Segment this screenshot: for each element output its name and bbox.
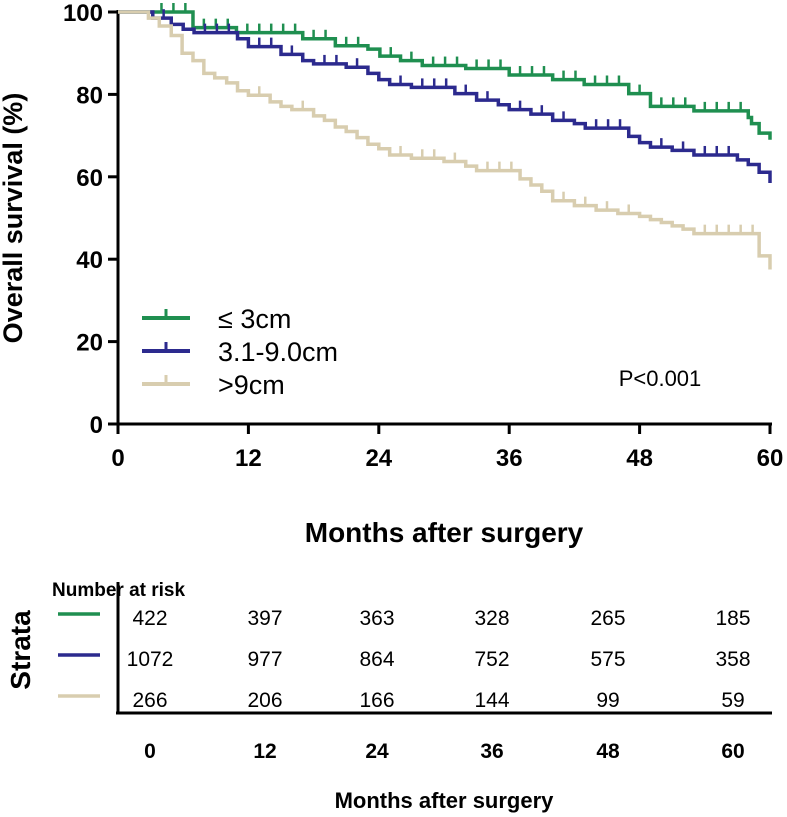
risk-count: 185 <box>715 607 750 630</box>
legend-label: 3.1-9.0cm <box>218 337 338 367</box>
legend-label: ≤ 3cm <box>218 304 291 334</box>
risk-count: 1072 <box>127 648 174 671</box>
x-tick-label: 60 <box>757 445 784 472</box>
x-tick-label: 36 <box>496 445 523 472</box>
risk-count: 358 <box>715 648 750 671</box>
x-tick-label: 12 <box>235 445 262 472</box>
risk-table-xlabel: Months after surgery <box>335 788 555 813</box>
p-value: P<0.001 <box>619 366 702 391</box>
risk-count: 752 <box>474 648 509 671</box>
risk-time-label: 12 <box>253 740 276 763</box>
survival-curve-1 <box>118 10 772 183</box>
x-tick-label: 0 <box>111 445 124 472</box>
risk-time-label: 60 <box>721 740 744 763</box>
risk-count: 575 <box>590 648 625 671</box>
risk-count: 397 <box>247 607 282 630</box>
x-tick-label: 48 <box>626 445 653 472</box>
risk-count: 206 <box>247 689 282 712</box>
axes <box>116 10 772 426</box>
y-tick-label: 60 <box>76 165 103 192</box>
y-tick-label: 100 <box>63 0 103 27</box>
x-axis-label: Months after surgery <box>305 517 584 548</box>
x-tick-label: 24 <box>365 445 392 472</box>
survival-curve-2 <box>118 10 772 270</box>
y-tick-label: 80 <box>76 82 103 109</box>
risk-time-label: 36 <box>480 740 503 763</box>
y-tick-label: 40 <box>76 247 103 274</box>
risk-count: 99 <box>596 689 619 712</box>
y-tick-label: 0 <box>90 412 103 439</box>
risk-count: 166 <box>359 689 394 712</box>
risk-count: 864 <box>359 648 394 671</box>
risk-time-label: 24 <box>365 740 389 763</box>
risk-count: 266 <box>132 689 167 712</box>
risk-count: 59 <box>721 689 744 712</box>
risk-count: 422 <box>132 607 167 630</box>
risk-count: 144 <box>474 689 509 712</box>
y-tick-label: 20 <box>76 330 103 357</box>
risk-count: 977 <box>247 648 282 671</box>
y-axis-label: Overall survival (%) <box>0 93 28 344</box>
risk-count: 328 <box>474 607 509 630</box>
risk-time-label: 0 <box>144 740 156 763</box>
risk-time-label: 48 <box>596 740 620 763</box>
risk-count: 265 <box>590 607 625 630</box>
risk-count: 363 <box>359 607 394 630</box>
risk-table-ylabel: Strata <box>5 610 36 690</box>
legend-label: >9cm <box>218 370 285 400</box>
